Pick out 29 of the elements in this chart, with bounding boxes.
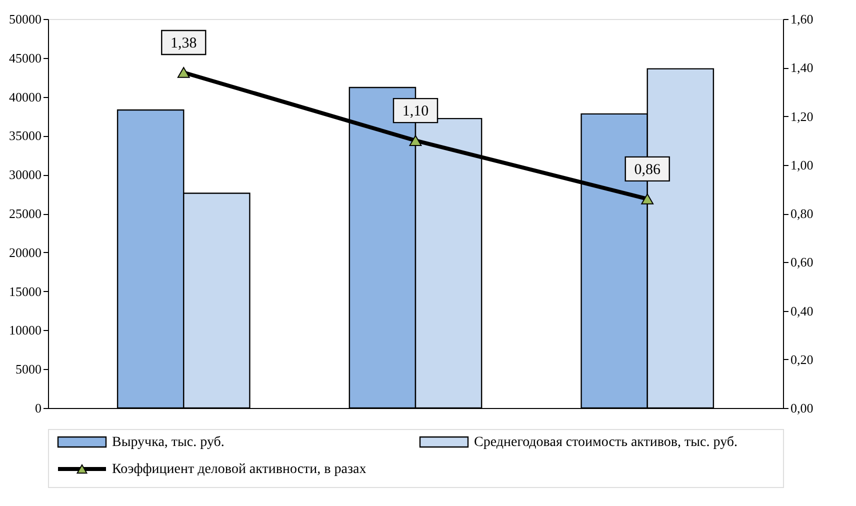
y2-tick-label: 0,80: [790, 206, 814, 221]
y2-tick-label: 0,00: [790, 400, 814, 416]
y-tick-label: 0: [35, 400, 42, 416]
y-tick-label: 15000: [9, 284, 42, 299]
y2-tick-label: 1,40: [790, 60, 814, 76]
y-tick-label: 30000: [9, 167, 42, 182]
y-tick-label: 25000: [9, 206, 42, 221]
legend-label: Коэффициент деловой активности, в разах: [112, 462, 366, 477]
legend-label: Среднегодовая стоимость активов, тыс. руб.: [474, 435, 738, 450]
y2-tick-label: 1,60: [790, 12, 814, 26]
y2-tick-label: 1,00: [790, 157, 814, 172]
y2-tick-label: 0,40: [790, 303, 814, 318]
legend-label: Выручка, тыс. руб.: [112, 435, 224, 450]
y2-tick-label: 0,20: [790, 352, 814, 367]
point: [177, 67, 190, 78]
y-tick-label: 5000: [16, 362, 42, 377]
data-label: 1,10: [402, 104, 429, 120]
y-tick-label: 20000: [9, 244, 42, 260]
data-label: 1,38: [170, 35, 197, 52]
point: [641, 193, 654, 204]
y-tick-label: 10000: [9, 322, 42, 338]
y2-tick-label: 1,20: [790, 108, 814, 124]
y2-tick-label: 0,60: [790, 254, 814, 270]
data-label: 0,86: [634, 162, 661, 178]
y-tick-label: 50000: [9, 12, 42, 26]
y-tick-label: 35000: [9, 128, 42, 144]
point: [409, 135, 422, 146]
y-tick-label: 45000: [9, 50, 42, 66]
y-tick-label: 40000: [9, 89, 42, 104]
